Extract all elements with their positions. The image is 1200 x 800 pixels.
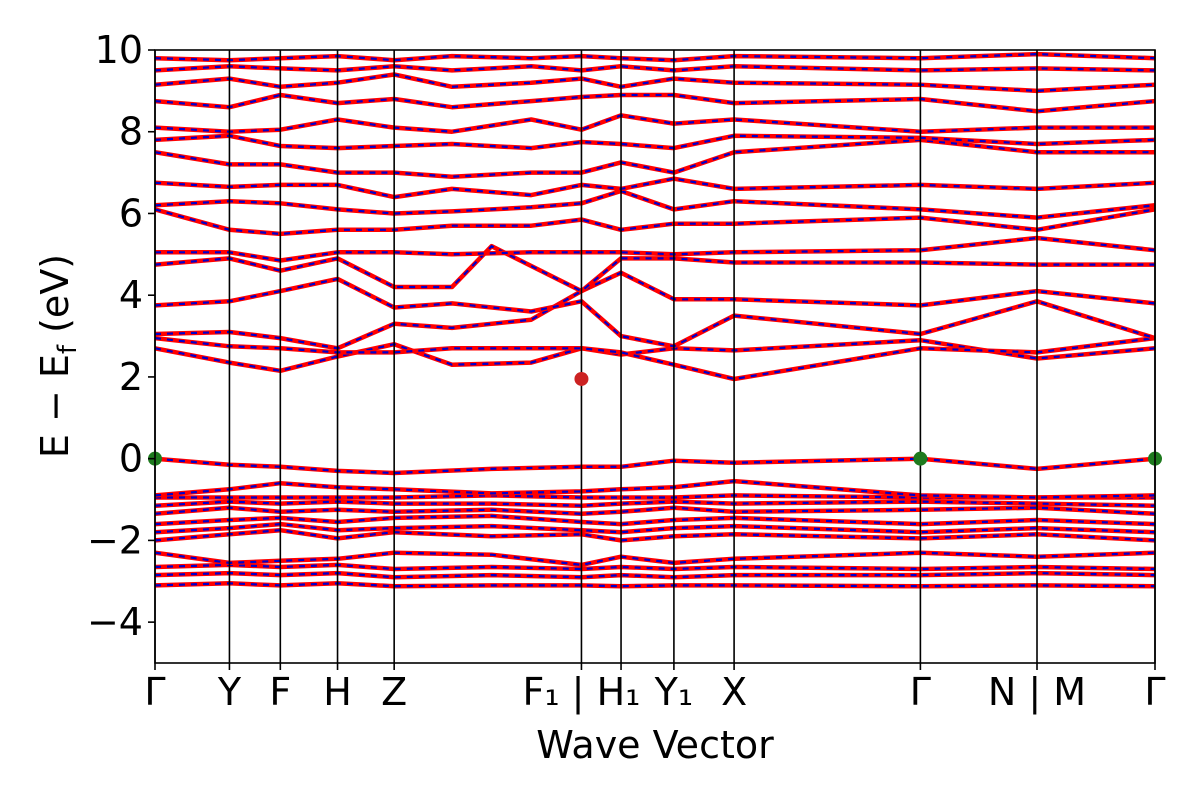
vbm-marker (913, 451, 928, 466)
y-tick-label: 8 (119, 110, 143, 154)
x-axis-title: Wave Vector (536, 723, 774, 767)
x-tick-label: Y₁ (654, 670, 693, 714)
band-11-spin-up (155, 456, 1155, 476)
plot-frame (154, 49, 1156, 664)
x-tick-label: F₁ | H₁ (523, 670, 641, 715)
band-10-spin-up (155, 478, 1155, 500)
y-axis-title-unit: (eV) (33, 254, 77, 345)
band-21-spin-down (155, 138, 1155, 178)
y-ticks: −4 −2 0 2 4 6 8 10 (87, 28, 155, 644)
band-2-spin-up (155, 562, 1155, 572)
y-tick-label: 0 (119, 437, 143, 481)
x-tick-label: X (721, 670, 747, 714)
x-ticks: Γ Y F H Z F₁ | H₁ Y₁ X Γ N | M Γ (144, 663, 1166, 715)
band-6-spin-up (155, 513, 1155, 527)
band-23-spin-down (155, 114, 1155, 133)
x-tick-label: N | M (988, 670, 1086, 715)
y-tick-label: 10 (95, 28, 143, 72)
cbm-marker (574, 371, 589, 386)
y-tick-label: −4 (87, 600, 143, 644)
band-13-spin-down (155, 337, 1155, 381)
x-tick-label: F (269, 670, 291, 714)
y-axis-title: E − Ef (eV) (33, 254, 83, 458)
extrema-markers (148, 371, 1162, 466)
y-tick-label: 2 (119, 355, 143, 399)
x-tick-label: Γ (910, 670, 931, 714)
y-axis-title-sub: f (53, 344, 83, 354)
band-16-spin-down (155, 244, 1155, 293)
y-tick-label: 6 (119, 191, 143, 235)
x-tick-label: Γ (144, 670, 165, 714)
band-7-spin-up (155, 505, 1155, 517)
band-5-spin-up (155, 521, 1155, 535)
band-12-spin-down (155, 339, 1155, 372)
band-19-spin-down (155, 189, 1155, 219)
bands-layer (155, 51, 1155, 589)
band-22-spin-down (155, 134, 1155, 150)
x-tick-label: Y (217, 670, 242, 714)
band-25-spin-down (155, 73, 1155, 93)
band-18-spin-down (155, 208, 1155, 236)
band-15-spin-down (155, 277, 1155, 348)
band-8-spin-up (155, 499, 1155, 508)
band-26-spin-down (155, 65, 1155, 72)
band-1-spin-up (155, 570, 1155, 580)
band-27-spin-up (155, 51, 1155, 63)
band-17-spin-down (155, 236, 1155, 262)
band-26-spin-up (155, 64, 1155, 73)
band-18-spin-up (155, 207, 1155, 237)
x-tick-label: Z (381, 670, 407, 714)
band-20-spin-down (155, 177, 1155, 199)
band-19-spin-up (155, 188, 1155, 220)
y-axis-title-main: E − E (33, 354, 77, 458)
x-tick-label: H (323, 670, 352, 714)
band-0-spin-up (155, 581, 1155, 589)
y-tick-label: −2 (87, 518, 143, 562)
band-24-spin-down (155, 93, 1155, 113)
y-tick-label: 4 (119, 273, 143, 317)
band-27-spin-down (155, 52, 1155, 62)
x-tick-label: Γ (1144, 670, 1165, 714)
